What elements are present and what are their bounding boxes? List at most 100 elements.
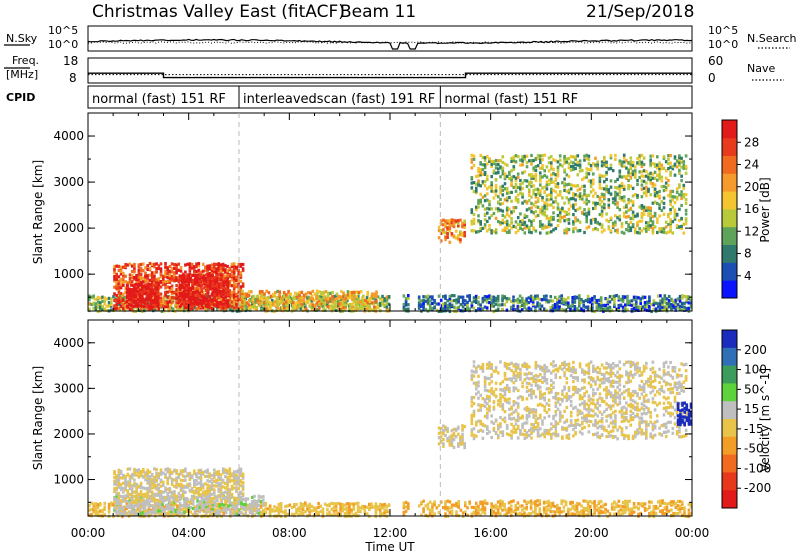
data-cell <box>634 193 637 197</box>
data-cell <box>639 307 642 311</box>
data-cell <box>219 265 223 269</box>
data-cell <box>675 165 679 169</box>
data-cell <box>183 501 186 505</box>
data-cell <box>134 289 138 293</box>
data-cell <box>647 227 650 231</box>
data-cell <box>226 280 230 284</box>
data-cell <box>193 277 197 281</box>
data-cell <box>531 298 535 302</box>
data-cell <box>355 298 358 302</box>
data-cell <box>133 467 136 471</box>
data-cell <box>592 162 595 166</box>
data-cell <box>101 299 104 303</box>
data-cell <box>168 279 172 283</box>
data-cell <box>88 294 91 298</box>
data-cell <box>510 199 513 203</box>
data-cell <box>209 510 213 514</box>
data-cell <box>173 273 176 277</box>
data-cell <box>209 512 212 516</box>
data-cell <box>376 505 380 509</box>
data-cell <box>235 285 238 289</box>
data-cell <box>497 209 500 213</box>
data-cell <box>296 305 299 309</box>
data-cell <box>492 160 496 164</box>
data-cell <box>130 484 134 488</box>
data-cell <box>574 155 577 159</box>
data-cell <box>510 178 513 182</box>
data-cell <box>304 501 307 505</box>
data-cell <box>675 225 679 229</box>
data-cell <box>678 156 681 160</box>
data-cell <box>175 305 178 309</box>
data-cell <box>232 306 236 310</box>
data-cell <box>563 210 566 214</box>
data-cell <box>573 305 577 309</box>
data-cell <box>157 277 161 281</box>
data-cell <box>175 268 178 273</box>
data-cell <box>128 277 132 281</box>
data-cell <box>334 300 338 304</box>
data-cell <box>228 294 232 298</box>
data-cell <box>682 186 686 190</box>
data-cell <box>113 298 116 302</box>
data-cell <box>117 292 121 296</box>
data-cell <box>156 292 159 296</box>
data-cell <box>88 513 91 517</box>
data-cell <box>645 169 648 173</box>
data-cell <box>605 189 608 193</box>
cpid-segment-label: normal (fast) 151 RF <box>92 92 226 107</box>
data-cell <box>138 294 142 298</box>
data-cell <box>153 262 156 266</box>
data-cell <box>485 295 489 299</box>
data-cell <box>586 305 590 309</box>
data-cell <box>168 276 172 280</box>
data-cell <box>477 300 480 304</box>
data-cell <box>309 302 312 306</box>
data-cell <box>481 168 485 172</box>
data-cell <box>643 305 647 309</box>
data-cell <box>583 192 586 196</box>
data-cell <box>448 221 452 225</box>
data-cell <box>173 277 176 281</box>
data-cell <box>470 210 474 215</box>
data-cell <box>326 512 329 516</box>
data-cell <box>541 158 544 162</box>
data-cell <box>285 297 288 301</box>
data-cell <box>239 264 243 268</box>
data-cell <box>653 211 657 215</box>
data-cell <box>277 510 281 514</box>
data-cell <box>164 269 167 274</box>
data-cell <box>198 510 202 514</box>
data-cell <box>348 294 352 298</box>
data-cell <box>135 495 138 499</box>
data-cell <box>669 165 672 169</box>
data-cell <box>359 506 362 510</box>
data-cell <box>523 213 527 217</box>
data-cell <box>126 472 130 476</box>
data-cell <box>127 290 131 294</box>
data-cell <box>221 265 225 269</box>
data-cell <box>589 300 592 304</box>
data-cell <box>148 278 152 282</box>
noise-sky-trace <box>87 38 693 50</box>
data-cell <box>284 512 287 516</box>
data-cell <box>521 220 524 224</box>
data-cell <box>189 510 192 514</box>
data-cell <box>486 187 489 191</box>
data-cell <box>187 300 190 304</box>
data-cell <box>558 295 561 299</box>
data-cell <box>618 191 622 195</box>
data-cell <box>616 228 619 232</box>
data-cell <box>226 264 229 269</box>
data-cell <box>221 286 225 290</box>
data-cell <box>215 288 219 292</box>
data-cell <box>580 300 583 304</box>
data-cell <box>267 300 271 304</box>
data-cell <box>605 218 608 222</box>
data-cell <box>155 270 158 274</box>
data-cell <box>488 301 491 305</box>
data-cell <box>113 274 116 279</box>
data-cell <box>221 273 225 277</box>
data-cell <box>178 287 182 291</box>
data-cell <box>251 495 254 499</box>
